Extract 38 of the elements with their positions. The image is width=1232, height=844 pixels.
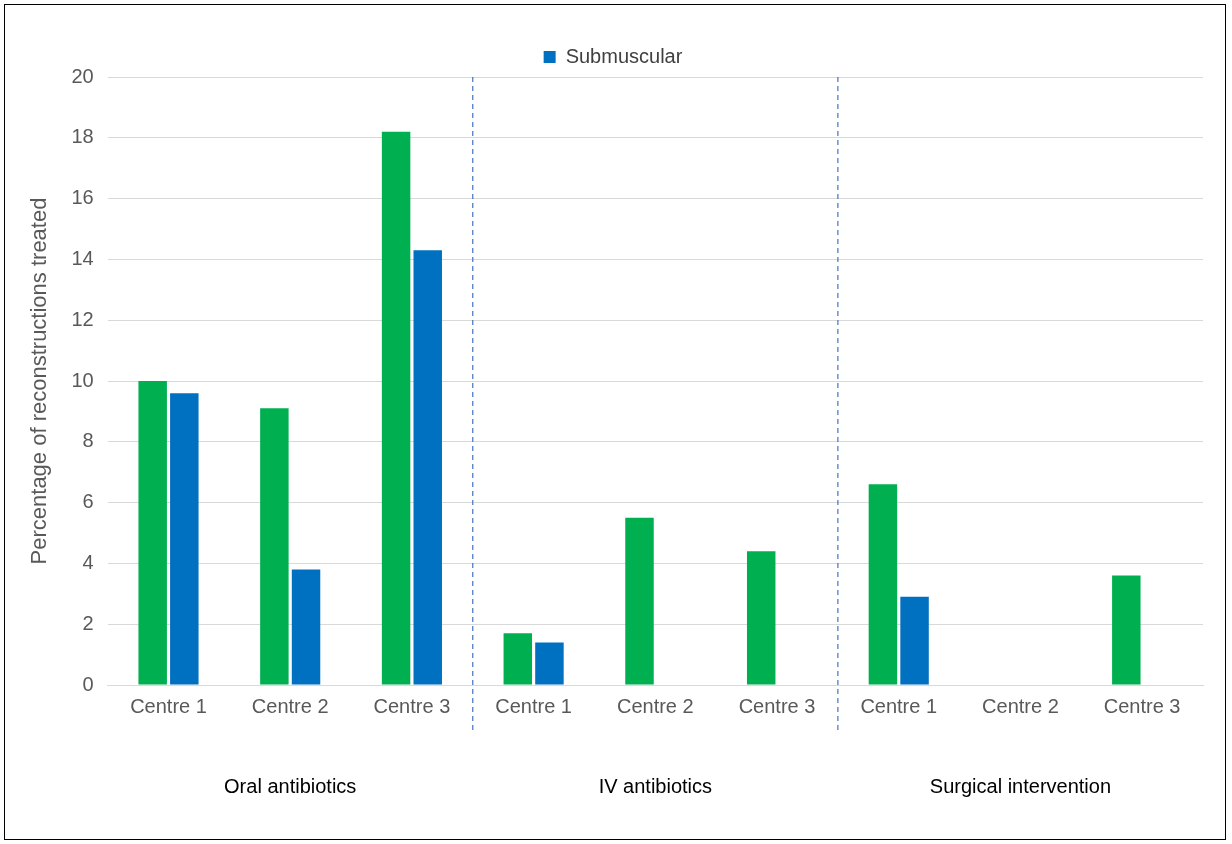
y-tick-label: 2	[82, 611, 94, 634]
y-tick-label: 4	[82, 550, 94, 573]
bar	[535, 642, 564, 685]
bar	[291, 569, 321, 685]
bar	[138, 381, 167, 685]
bar	[746, 551, 776, 685]
bar	[413, 250, 442, 685]
y-tick-label: 18	[71, 125, 94, 148]
y-axis-title: Percentage of reconstructions treated	[26, 197, 52, 565]
bar	[900, 596, 929, 685]
bar	[625, 517, 654, 685]
y-tick-label: 8	[82, 429, 94, 452]
y-tick-label: 10	[71, 368, 94, 391]
y-tick-label: 20	[71, 64, 94, 87]
x-tick-label: Centre 3	[1103, 694, 1181, 717]
bar	[170, 393, 199, 685]
text: Oral antibiotics	[224, 774, 357, 797]
bar	[1112, 575, 1141, 685]
x-tick-label: Centre 2	[982, 694, 1059, 717]
y-tick-label: 0	[82, 672, 94, 695]
y-tick-label: 12	[71, 307, 94, 330]
y-tick-label: 16	[71, 186, 94, 209]
y-tick-label: 6	[82, 490, 94, 513]
x-tick-label: Centre 1	[130, 694, 207, 717]
legend-label: Submuscular	[565, 44, 683, 67]
bar	[381, 131, 411, 685]
y-tick-label: 14	[71, 246, 94, 269]
x-tick-label: Centre 3	[373, 694, 451, 717]
x-tick-label: Centre 2	[251, 694, 329, 717]
bar	[503, 633, 533, 685]
x-tick-label: Centre 2	[616, 694, 694, 717]
bar	[260, 408, 289, 685]
text: IV antibiotics	[598, 774, 713, 797]
x-tick-label: Centre 1	[495, 694, 572, 717]
bar	[868, 484, 898, 685]
x-tick-label: Centre 3	[738, 694, 816, 717]
text: Surgical intervention	[929, 774, 1112, 797]
x-tick-label: Centre 1	[860, 694, 938, 717]
